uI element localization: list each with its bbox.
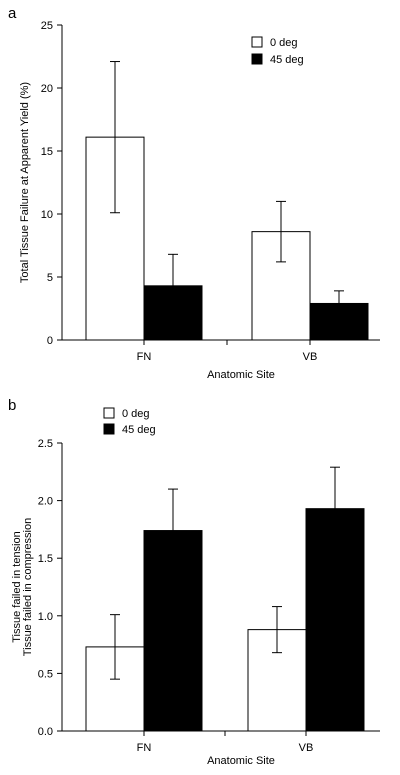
y-tick-label-a-5: 25 xyxy=(41,20,53,32)
y-axis-label-a: Total Tissue Failure at Apparent Yield (… xyxy=(19,82,31,283)
y-tick-label-b-3: 1.5 xyxy=(38,553,53,565)
y-tick-label-a-0: 0 xyxy=(47,335,53,347)
y-tick-label-b-0: 0.0 xyxy=(38,726,53,738)
legend-swatch-a-1 xyxy=(251,53,263,65)
y-tick-label-b-1: 0.5 xyxy=(38,668,53,680)
y-tick-label-a-3: 15 xyxy=(41,146,53,158)
legend-label-b-0: 0 deg xyxy=(122,408,150,420)
x-axis-label-a: Anatomic Site xyxy=(207,369,275,381)
y-tick-label-a-4: 20 xyxy=(41,83,53,95)
legend-label-a-1: 45 deg xyxy=(270,54,304,66)
x-tick-label-a-0: FN xyxy=(137,351,152,363)
legend-swatch-a-0 xyxy=(251,36,263,48)
x-axis-label-b: Anatomic Site xyxy=(207,755,275,767)
legend-label-b-1: 45 deg xyxy=(122,424,156,436)
y-tick-label-a-2: 10 xyxy=(41,209,53,221)
legend-label-a-0: 0 deg xyxy=(270,37,298,49)
legend-swatch-b-0 xyxy=(103,407,115,419)
y-tick-label-b-2: 1.0 xyxy=(38,611,53,623)
y-axis-label2-b: Tissue failed in compression xyxy=(22,518,34,656)
x-tick-label-b-1: VB xyxy=(299,742,314,754)
y-tick-label-a-1: 5 xyxy=(47,272,53,284)
y-tick-label-b-5: 2.5 xyxy=(38,438,53,450)
legend-swatch-b-1 xyxy=(103,423,115,435)
panel-letter-b: b xyxy=(8,397,16,414)
panel-letter-a: a xyxy=(8,5,17,22)
y-tick-label-b-4: 2.0 xyxy=(38,496,53,508)
x-tick-label-b-0: FN xyxy=(137,742,152,754)
x-tick-label-a-1: VB xyxy=(303,351,318,363)
y-axis-label-b: Tissue failed in tension xyxy=(11,531,23,643)
